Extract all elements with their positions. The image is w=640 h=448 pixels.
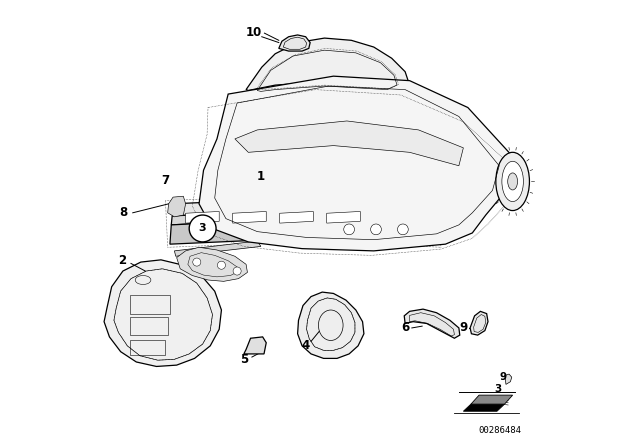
Polygon shape (246, 38, 410, 94)
Polygon shape (327, 211, 360, 223)
Circle shape (397, 224, 408, 235)
Text: 8: 8 (120, 206, 128, 220)
Text: 3: 3 (495, 384, 502, 394)
Polygon shape (168, 196, 186, 217)
Circle shape (371, 224, 381, 235)
Circle shape (218, 261, 225, 269)
Polygon shape (470, 311, 488, 335)
Text: 9: 9 (460, 321, 467, 335)
Polygon shape (172, 208, 436, 234)
Ellipse shape (502, 161, 524, 202)
Circle shape (193, 258, 201, 266)
Polygon shape (280, 211, 314, 223)
Polygon shape (463, 404, 504, 411)
Polygon shape (244, 337, 266, 354)
Text: 3: 3 (199, 224, 207, 233)
Polygon shape (233, 211, 266, 223)
Polygon shape (172, 197, 436, 225)
Polygon shape (404, 309, 460, 338)
Circle shape (344, 224, 355, 235)
Polygon shape (471, 395, 513, 404)
Text: 7: 7 (161, 173, 170, 187)
Text: 9: 9 (499, 372, 506, 382)
Polygon shape (177, 247, 248, 281)
Polygon shape (505, 374, 512, 384)
Polygon shape (199, 76, 517, 251)
Polygon shape (279, 35, 310, 51)
Text: 2: 2 (118, 254, 126, 267)
Polygon shape (235, 121, 463, 166)
Polygon shape (298, 292, 364, 358)
Circle shape (233, 267, 241, 275)
Circle shape (189, 215, 216, 242)
Text: 4: 4 (301, 339, 310, 353)
Text: 00286484: 00286484 (479, 426, 522, 435)
Polygon shape (104, 260, 221, 366)
Text: 5: 5 (240, 353, 248, 366)
Polygon shape (170, 217, 436, 244)
Text: 1: 1 (257, 170, 265, 184)
Polygon shape (174, 241, 261, 256)
Text: 6: 6 (401, 321, 409, 335)
Polygon shape (186, 211, 220, 223)
Text: 10: 10 (246, 26, 262, 39)
Ellipse shape (508, 173, 518, 190)
Ellipse shape (496, 152, 529, 211)
